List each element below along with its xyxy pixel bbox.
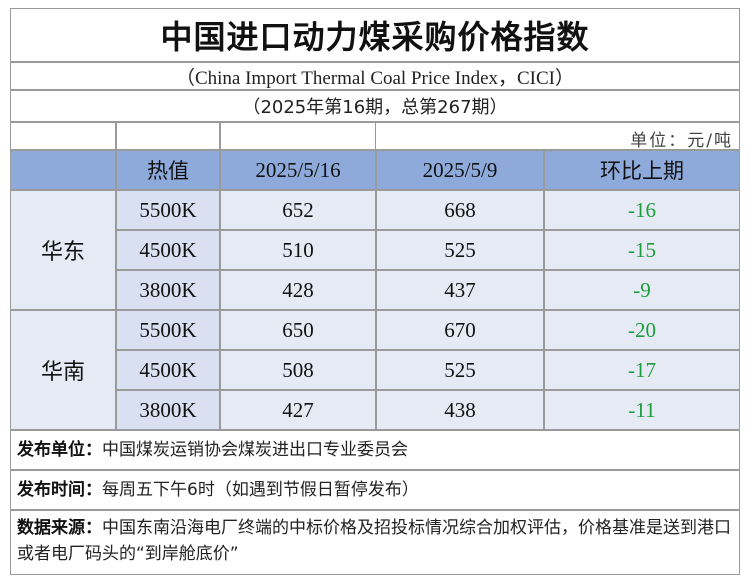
current-price: 510	[220, 230, 376, 270]
price-change: -11	[544, 390, 740, 430]
release-time-row: 发布时间：每周五下午6时（如遇到节假日暂停发布）	[10, 470, 740, 510]
publisher-label: 发布单位：	[17, 440, 102, 460]
previous-price: 525	[376, 350, 544, 390]
current-price: 428	[220, 270, 376, 310]
blank-cell	[10, 122, 116, 150]
price-change: -20	[544, 310, 740, 350]
previous-price: 438	[376, 390, 544, 430]
price-change: -9	[544, 270, 740, 310]
header-date-current: 2025/5/16	[220, 150, 376, 190]
grade-cell: 4500K	[116, 230, 220, 270]
price-change: -15	[544, 230, 740, 270]
header-grade: 热值	[116, 150, 220, 190]
grade-cell: 5500K	[116, 190, 220, 230]
grade-cell: 5500K	[116, 310, 220, 350]
price-change: -16	[544, 190, 740, 230]
header-date-previous: 2025/5/9	[376, 150, 544, 190]
data-source-row: 数据来源：中国东南沿海电厂终端的中标价格及招投标情况综合加权评估，价格基准是送到…	[10, 510, 740, 575]
grade-cell: 4500K	[116, 350, 220, 390]
unit-label: 单位：元/吨	[630, 131, 733, 151]
sheet-title: 中国进口动力煤采购价格指数	[10, 8, 740, 62]
data-source-label: 数据来源：	[17, 518, 102, 538]
header-region	[10, 150, 116, 190]
grade-cell: 3800K	[116, 270, 220, 310]
english-subtitle: （China Import Thermal Coal Price Index，C…	[10, 62, 740, 90]
issue-number: （2025年第16期，总第267期）	[10, 90, 740, 122]
current-price: 427	[220, 390, 376, 430]
release-time-text: 每周五下午6时（如遇到节假日暂停发布）	[102, 480, 419, 500]
region-south-china: 华南	[10, 310, 116, 430]
previous-price: 437	[376, 270, 544, 310]
blank-cell	[220, 122, 376, 150]
previous-price: 525	[376, 230, 544, 270]
blank-cell	[116, 122, 220, 150]
current-price: 652	[220, 190, 376, 230]
coal-price-index-sheet: 中国进口动力煤采购价格指数 （China Import Thermal Coal…	[10, 8, 740, 575]
region-east-china: 华东	[10, 190, 116, 310]
header-change: 环比上期	[544, 150, 740, 190]
grade-cell: 3800K	[116, 390, 220, 430]
current-price: 508	[220, 350, 376, 390]
current-price: 650	[220, 310, 376, 350]
previous-price: 668	[376, 190, 544, 230]
previous-price: 670	[376, 310, 544, 350]
price-change: -17	[544, 350, 740, 390]
publisher-row: 发布单位：中国煤炭运销协会煤炭进出口专业委员会	[10, 430, 740, 470]
release-time-label: 发布时间：	[17, 480, 102, 500]
data-source-text: 中国东南沿海电厂终端的中标价格及招投标情况综合加权评估，价格基准是送到港口或者电…	[17, 518, 731, 564]
publisher-text: 中国煤炭运销协会煤炭进出口专业委员会	[102, 440, 408, 460]
